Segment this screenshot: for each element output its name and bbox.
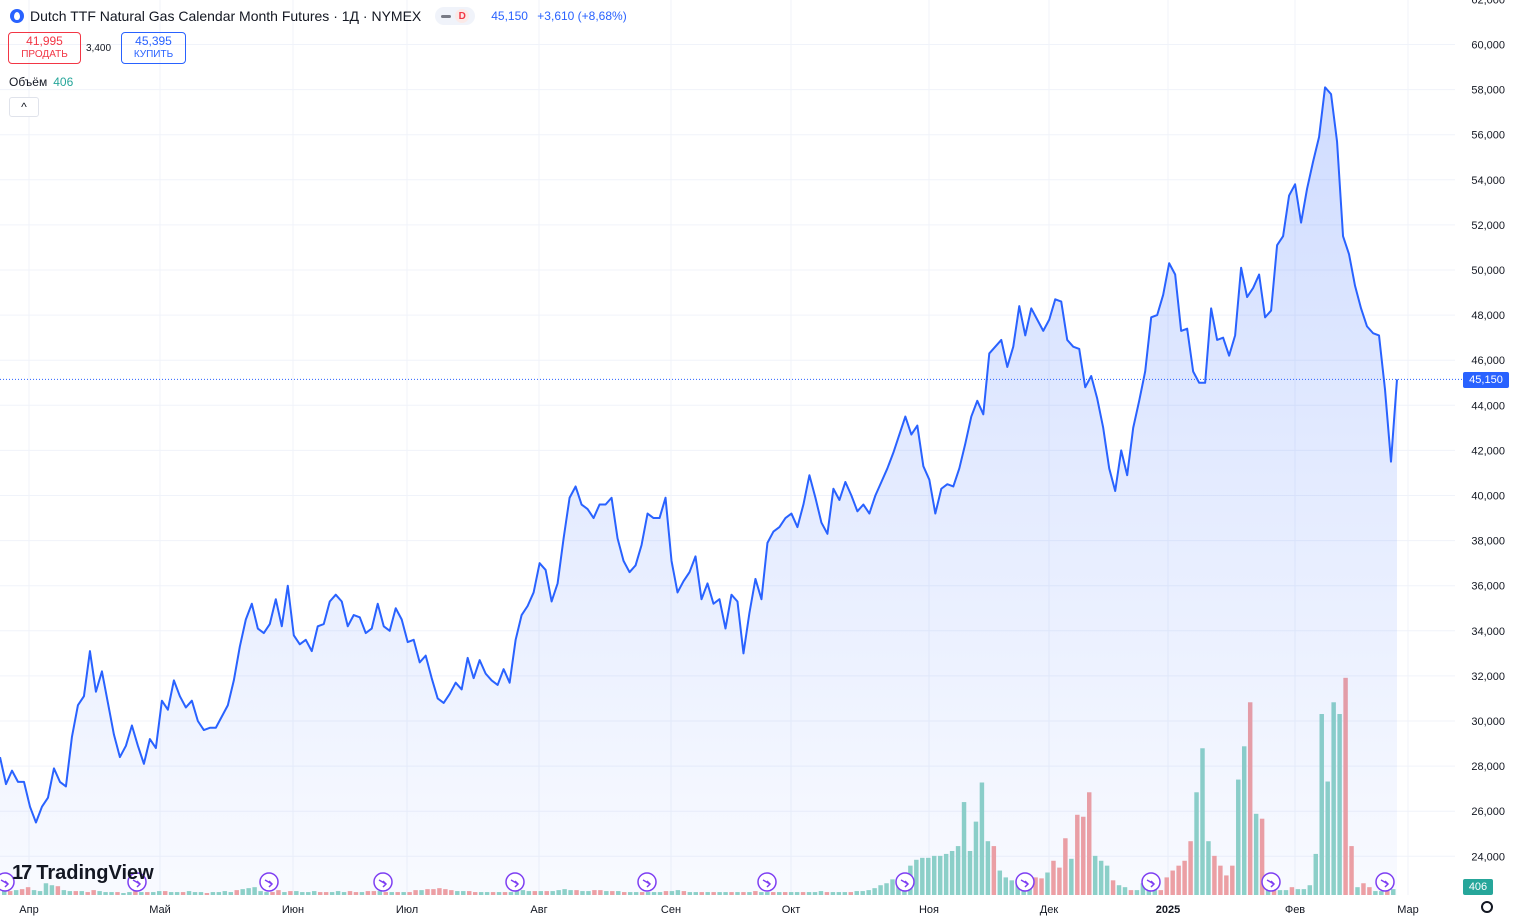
y-tick-label: 52,000 [1471, 220, 1505, 232]
arrow-icon [378, 879, 388, 888]
event-marker-10 [1141, 872, 1161, 892]
y-tick-label: 44,000 [1471, 400, 1505, 412]
y-tick-label: 28,000 [1471, 761, 1505, 773]
x-tick-label: Мар [1397, 904, 1419, 916]
arrow-icon [0, 879, 10, 888]
event-marker-5 [505, 872, 525, 892]
sell-button[interactable]: 41,995 ПРОДАТЬ [8, 32, 81, 64]
y-tick-label: 54,000 [1471, 175, 1505, 187]
arrow-icon [264, 879, 274, 888]
price-axis[interactable]: 62,000 60,000 58,000 56,000 54,000 52,000 50,0… [1471, 0, 1505, 863]
arrow-icon [132, 879, 142, 888]
price-line [0, 86, 1398, 824]
buy-button[interactable]: 45,395 КУПИТЬ [121, 32, 186, 64]
event-markers [0, 872, 1395, 892]
sell-label: ПРОДАТЬ [21, 49, 68, 60]
event-marker-4 [373, 872, 393, 892]
volume-tag: 406 [1463, 879, 1493, 895]
y-tick-label: 26,000 [1471, 806, 1505, 818]
arrow-icon [510, 879, 520, 888]
event-marker-7 [757, 872, 777, 892]
tradingview-logo-icon: 17 [12, 862, 32, 884]
spread-value: 3,400 [86, 43, 112, 54]
buy-label: КУПИТЬ [133, 49, 174, 60]
time-axis[interactable]: Апр Май Июн Июл Авг Сен Окт Ноя Дек 2025 Фев Мар [19, 904, 1418, 916]
tradingview-logo[interactable]: 17 TradingView [12, 862, 154, 885]
last-price: 45,150 [491, 9, 528, 23]
symbol-title[interactable]: Dutch TTF Natural Gas Calendar Month Fut… [30, 8, 422, 24]
arrow-icon [900, 879, 910, 888]
x-tick-label: Май [149, 904, 171, 916]
symbol-header: Dutch TTF Natural Gas Calendar Month Fut… [10, 6, 633, 26]
event-marker-8 [895, 872, 915, 892]
y-tick-label: 48,000 [1471, 310, 1505, 322]
x-tick-label: Июл [396, 904, 418, 916]
x-tick-label: Апр [19, 904, 38, 916]
event-marker-1 [0, 872, 15, 892]
logo-text: TradingView [36, 862, 154, 884]
last-price-tag: 45,150 [1463, 372, 1509, 388]
price-quote: 45,150 +3,610 (+8,68%) [491, 9, 632, 23]
x-tick-label: 2025 [1156, 904, 1180, 916]
y-tick-label: 24,000 [1471, 851, 1505, 863]
event-marker-12 [1375, 872, 1395, 892]
event-marker-3 [259, 872, 279, 892]
y-tick-label: 46,000 [1471, 355, 1505, 367]
x-tick-label: Сен [661, 904, 681, 916]
price-change: +3,610 (+8,68%) [537, 9, 627, 23]
price-area-fill [0, 87, 1397, 896]
arrow-icon [1146, 879, 1156, 888]
y-tick-label: 60,000 [1471, 40, 1505, 52]
y-tick-label: 56,000 [1471, 130, 1505, 142]
y-tick-label: 30,000 [1471, 716, 1505, 728]
session-badge: D [455, 9, 470, 23]
minus-icon [441, 14, 452, 18]
sell-price: 41,995 [26, 34, 63, 48]
y-tick-label: 58,000 [1471, 85, 1505, 97]
volume-label: Объём [9, 75, 48, 89]
event-marker-9 [1015, 872, 1035, 892]
x-tick-label: Ноя [919, 904, 939, 916]
x-tick-label: Окт [782, 904, 801, 916]
arrow-icon [1020, 879, 1030, 888]
y-tick-label: 38,000 [1471, 536, 1505, 548]
event-marker-2 [127, 872, 147, 892]
x-tick-label: Авг [530, 904, 547, 916]
x-tick-label: Фев [1285, 904, 1305, 916]
y-tick-label: 50,000 [1471, 265, 1505, 277]
gas-drop-icon [10, 9, 24, 23]
arrow-icon [762, 879, 772, 888]
volume-legend[interactable]: Объём 406 [9, 75, 73, 89]
buy-price: 45,395 [135, 34, 172, 48]
y-tick-label: 62,000 [1471, 0, 1505, 6]
settings-gear-icon[interactable] [1481, 901, 1493, 913]
collapse-legend-button[interactable]: ^ [9, 97, 39, 117]
event-marker-11 [1261, 872, 1281, 892]
event-marker-6 [637, 872, 657, 892]
market-status-pill[interactable]: D [435, 7, 476, 25]
x-tick-label: Дек [1040, 904, 1059, 916]
y-tick-label: 42,000 [1471, 445, 1505, 457]
x-tick-label: Июн [282, 904, 304, 916]
y-tick-label: 36,000 [1471, 581, 1505, 593]
y-tick-label: 32,000 [1471, 671, 1505, 683]
y-tick-label: 34,000 [1471, 626, 1505, 638]
arrow-icon [642, 879, 652, 888]
y-tick-label: 40,000 [1471, 491, 1505, 503]
volume-value: 406 [53, 75, 74, 89]
arrow-icon [1380, 879, 1390, 888]
arrow-icon [1266, 879, 1276, 888]
